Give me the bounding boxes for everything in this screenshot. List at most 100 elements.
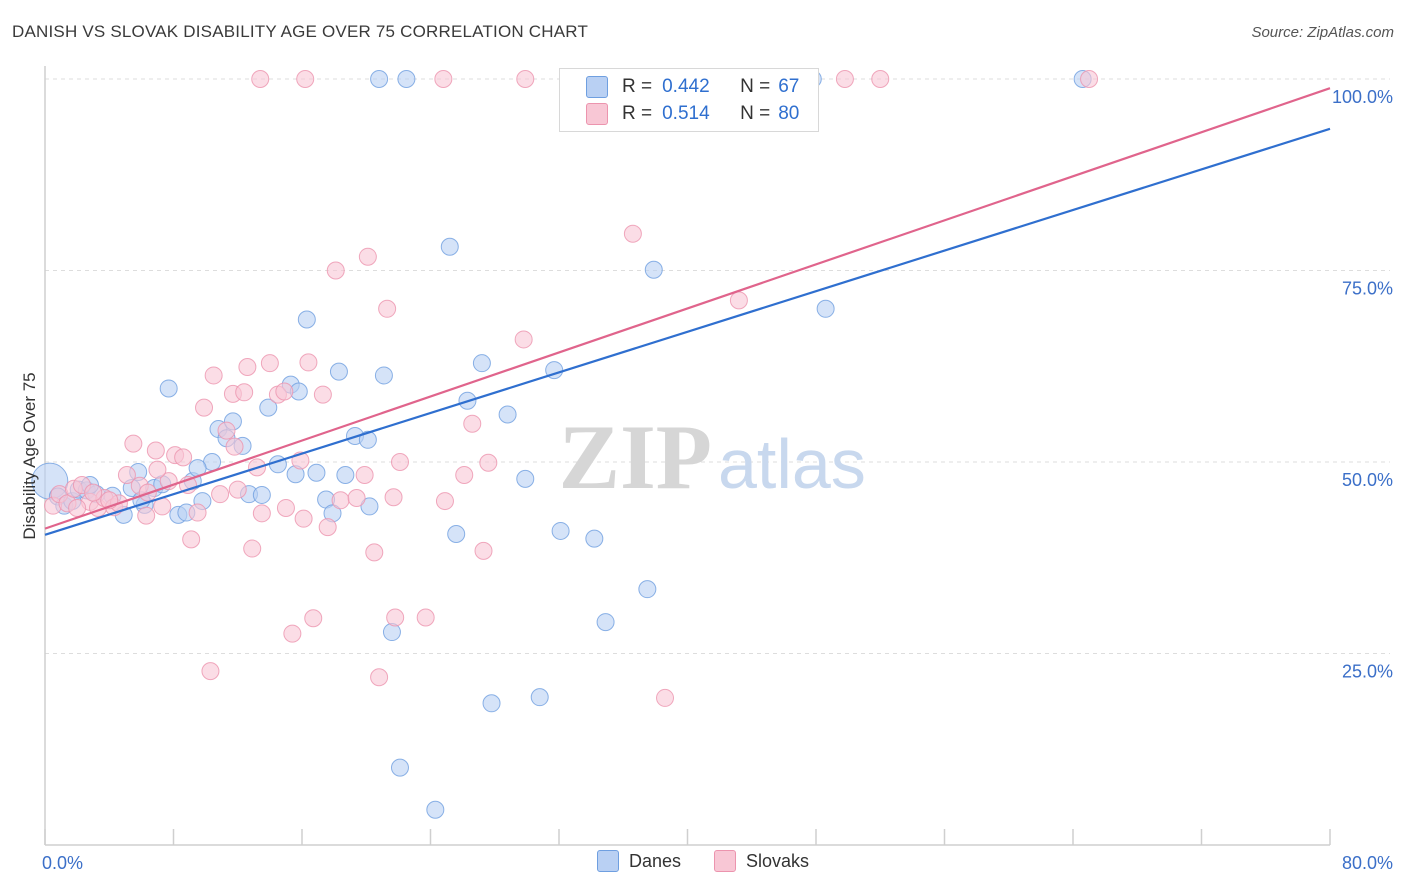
slovaks-trend-line: [44, 87, 1331, 530]
slovaks-point: [252, 504, 271, 523]
danes-swatch: [586, 76, 608, 98]
slovaks-point: [188, 503, 207, 522]
slovaks-point: [275, 382, 294, 401]
slovaks-point: [386, 608, 405, 627]
slovaks-point: [299, 353, 318, 372]
danes-point: [585, 529, 604, 548]
slovaks-point: [355, 466, 374, 485]
danes-n-value: 67: [778, 76, 800, 97]
y-axis-title: Disability Age Over 75: [20, 372, 39, 539]
slovaks-point: [516, 70, 535, 88]
trend-lines: [44, 87, 1331, 536]
y-tick-label-25: 25.0%: [1342, 662, 1393, 682]
slovaks-point: [656, 688, 675, 707]
danes-n-label: N =: [740, 76, 771, 97]
danes-point: [551, 521, 570, 540]
watermark: ZIP atlas: [559, 406, 866, 508]
slovaks-point: [463, 414, 482, 433]
slovaks-point: [474, 541, 493, 560]
slovaks-r-value: 0.514: [662, 103, 710, 124]
danes-point: [159, 379, 178, 398]
slovaks-point: [623, 224, 642, 243]
danes-r-value: 0.442: [662, 76, 710, 97]
watermark-atlas: atlas: [718, 425, 866, 503]
slovaks-point: [313, 385, 332, 404]
danes-point: [516, 469, 535, 488]
slovaks-point: [358, 247, 377, 266]
slovaks-swatch: [586, 103, 608, 125]
slovaks-point: [318, 518, 337, 537]
slovaks-point: [204, 366, 223, 385]
danes-point: [252, 485, 271, 504]
danes-point: [530, 688, 549, 707]
slovaks-point: [84, 483, 103, 502]
danes-point: [638, 580, 657, 599]
source-label: Source: ZipAtlas.com: [1251, 24, 1394, 41]
danes-point: [816, 299, 835, 318]
danes-point: [336, 466, 355, 485]
danes-point: [374, 366, 393, 385]
danes-point: [397, 70, 416, 88]
legend-item-danes: Danes: [596, 850, 681, 872]
slovaks-point: [235, 383, 254, 402]
danes-point: [498, 405, 517, 424]
y-tick-label-50: 50.0%: [1342, 470, 1393, 490]
legend-item-slovaks: Slovaks: [714, 850, 809, 872]
y-tick-label-75: 75.0%: [1342, 279, 1393, 299]
slovaks-point: [347, 489, 366, 508]
danes-point: [360, 497, 379, 516]
x-tick-label-max: 80.0%: [1342, 853, 1393, 873]
slovaks-point: [228, 480, 247, 499]
legend-swatch-danes: [596, 850, 619, 872]
slovaks-point: [378, 299, 397, 318]
danes-point: [482, 694, 501, 713]
danes-point: [596, 613, 615, 632]
slovaks-point: [390, 453, 409, 471]
slovaks-point: [243, 539, 262, 558]
slovaks-point: [871, 70, 890, 88]
stats-legend: R = 0.442 N = 67 R = 0.514 N = 80: [559, 68, 819, 132]
slovaks-point: [174, 448, 193, 467]
series-legend: Danes Slovaks: [0, 850, 1406, 877]
legend-label-slovaks: Slovaks: [746, 850, 810, 871]
slovaks-point: [365, 543, 384, 562]
slovaks-point: [434, 70, 453, 88]
legend-swatch-slovaks: [714, 850, 736, 872]
danes-point: [447, 525, 466, 544]
slovaks-point: [331, 491, 350, 510]
danes-point: [307, 463, 326, 482]
slovaks-r-label: R =: [622, 103, 653, 124]
slovaks-point: [729, 291, 748, 310]
stats-row-danes: R = 0.442 N = 67: [586, 74, 799, 100]
slovaks-point: [148, 460, 167, 479]
danes-point: [259, 398, 278, 417]
stats-row-slovaks: R = 0.514 N = 80: [586, 101, 799, 127]
slovaks-point: [304, 609, 323, 628]
danes-r-label: R =: [622, 76, 653, 97]
slovaks-point: [455, 466, 474, 485]
danes-point: [382, 623, 401, 642]
slovaks-point: [137, 506, 156, 525]
danes-point: [426, 800, 445, 819]
slovaks-point: [238, 358, 257, 377]
axes: [44, 66, 1331, 846]
slovaks-point: [117, 466, 136, 485]
slovaks-point: [182, 530, 201, 549]
danes-point: [644, 260, 663, 279]
legend-label-danes: Danes: [628, 850, 681, 871]
x-tick-label-min: 0.0%: [42, 853, 83, 873]
slovaks-point: [283, 624, 302, 643]
slovaks-point: [326, 261, 345, 280]
slovaks-point: [370, 668, 389, 687]
slovaks-point: [384, 488, 403, 507]
danes-point: [329, 362, 348, 381]
slovaks-point: [294, 509, 313, 528]
slovaks-point: [68, 498, 87, 517]
danes-trend-line: [44, 127, 1331, 536]
slovaks-point: [124, 434, 143, 453]
danes-point: [390, 758, 409, 777]
danes-point: [358, 430, 377, 449]
tick-labels: 25.0% 50.0% 75.0% 100.0% 0.0% 80.0% Disability…: [20, 87, 1393, 873]
slovaks-point: [217, 421, 236, 440]
